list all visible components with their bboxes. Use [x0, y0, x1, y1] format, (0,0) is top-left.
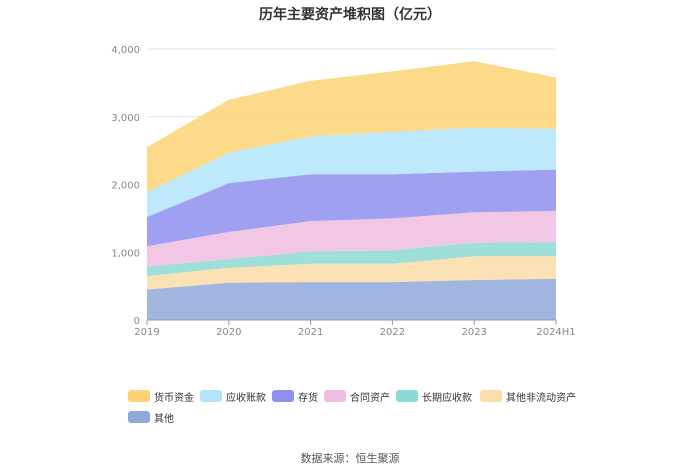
chart-title: 历年主要资产堆积图（亿元） [259, 7, 441, 23]
axes: 0 1,000 2,000 3,000 4,000 2019 2020 2021 2022 202… [111, 45, 575, 338]
x-tick-label: 2021 [298, 327, 323, 338]
legend-item[interactable]: 其他非流动资产 [480, 389, 576, 404]
data-source: 数据来源：恒生聚源 [300, 452, 400, 465]
legend-label: 其他 [154, 413, 174, 425]
legend-item[interactable]: 货币资金 [128, 389, 194, 404]
y-tick-label: 4,000 [111, 45, 140, 56]
legend-swatch [128, 411, 150, 423]
x-tick-label: 2019 [134, 327, 159, 338]
area-series-其他 [147, 278, 556, 320]
legend-label: 存货 [298, 392, 318, 404]
legend-item[interactable]: 长期应收款 [396, 389, 472, 404]
legend-swatch [272, 390, 294, 402]
x-tick-label: 2022 [380, 327, 405, 338]
legend-swatch [200, 390, 222, 402]
y-tick-label: 2,000 [111, 181, 140, 192]
y-tick-label: 1,000 [111, 248, 140, 259]
x-tick-label: 2023 [461, 327, 486, 338]
legend-swatch [128, 390, 150, 402]
area-series-合同资产 [147, 210, 556, 267]
x-tick-label: 2024H1 [536, 327, 575, 338]
legend-label: 应收账款 [226, 392, 266, 404]
area-series-长期应收款 [147, 242, 556, 276]
area-series-其他非流动资产 [147, 256, 556, 290]
area-series-应收账款 [147, 127, 556, 217]
legend-item[interactable]: 存货 [272, 389, 318, 404]
legend-label: 长期应收款 [422, 392, 472, 404]
area-series [147, 61, 556, 320]
x-tick-label: 2020 [216, 327, 241, 338]
area-series-货币资金 [147, 61, 556, 193]
legend-label: 货币资金 [154, 392, 194, 404]
legend-item[interactable]: 应收账款 [200, 389, 266, 404]
legend-item[interactable]: 其他 [128, 410, 174, 425]
legend-item[interactable]: 合同资产 [324, 389, 390, 404]
legend-label: 其他非流动资产 [506, 392, 576, 404]
legend-swatch [324, 390, 346, 402]
legend-swatch [396, 390, 418, 402]
y-tick-label: 3,000 [111, 113, 140, 124]
y-tick-label: 0 [134, 316, 140, 327]
legend-label: 合同资产 [350, 392, 390, 404]
legend-swatch [480, 390, 502, 402]
area-series-存货 [147, 169, 556, 247]
